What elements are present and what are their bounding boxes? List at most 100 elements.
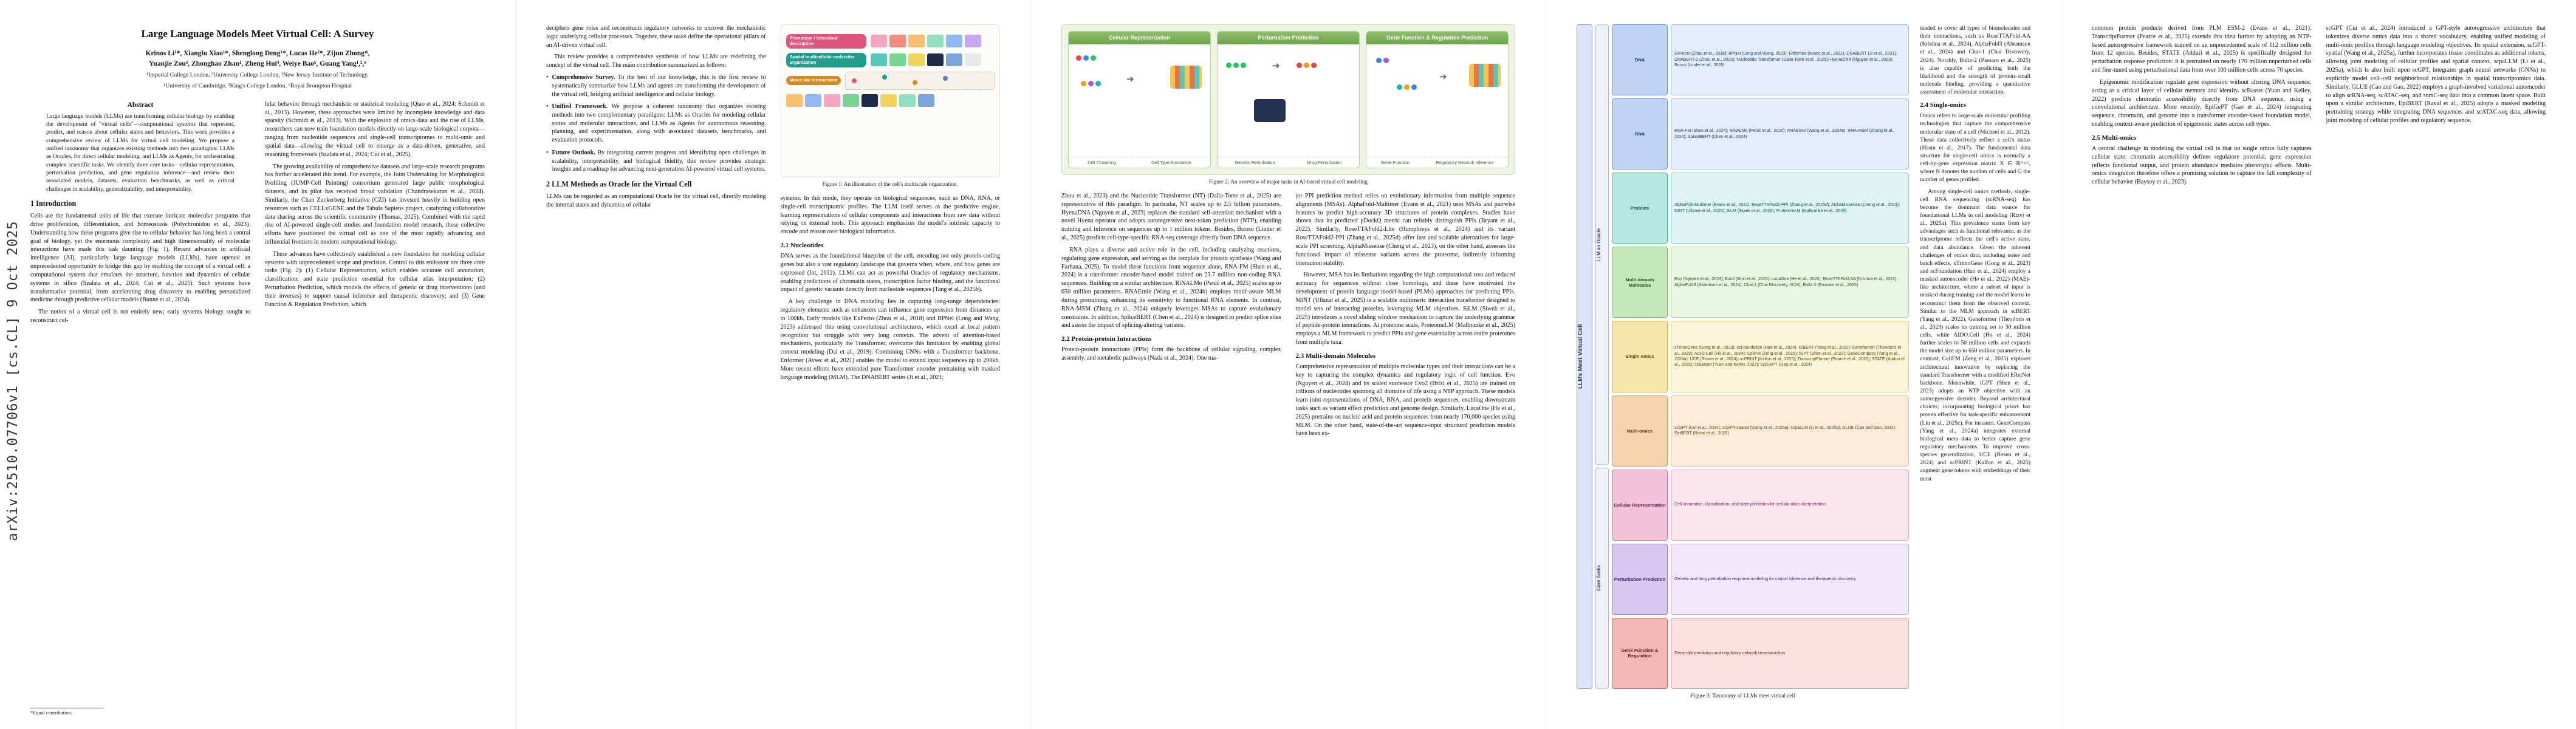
cell-image-tile-icon [899, 94, 916, 107]
figure1-row-extra [786, 94, 995, 107]
network-node-icon [942, 75, 948, 81]
paragraph: A central challenge in modeling the virt… [2092, 145, 2312, 186]
section-heading-multidomain: 2.3 Multi-domain Molecules [1295, 352, 1376, 360]
contribution-bullet-1: • Comprehensive Survey. To the best of o… [546, 74, 766, 98]
gene-node-icon [1376, 57, 1389, 63]
taxonomy-spine: LLM as Oracle Core Tasks [1595, 24, 1609, 690]
taxonomy-leaf-models: AlphaFold-Multimer (Evans et al., 2021);… [1671, 173, 1910, 244]
figure2-panel-regulation: Gene Function & Regulation Prediction ➜ … [1366, 31, 1509, 168]
taxonomy-row-singleomics: Single-omics xTrimoGene (Gong et al., 20… [1612, 321, 1910, 392]
paragraph: Among single-cell omics methods, single-… [1920, 188, 2030, 482]
figure-2-tasks-overview: Cellular Representation ➜ Cell Clusterin… [1061, 24, 1515, 175]
taxonomy-branch-label: Multi-omics [1612, 395, 1668, 467]
taxonomy-row-rna: RNA RNA-FM (Shen et al., 2024); RiNALMo … [1612, 98, 1910, 170]
bullet-lead: Comprehensive Survey. [552, 74, 615, 81]
page4-right-column: tended to cover all types of biomolecule… [1920, 24, 2030, 700]
taxonomy-leaf-models: scGPT (Cui et al., 2024); scGPT-spatial … [1671, 395, 1910, 467]
page-5: common protein products derived from PLM… [2061, 0, 2576, 729]
figure-3-caption: Figure 3: Taxonomy of LLMs meet virtual … [1690, 693, 1795, 699]
author-line-2: Yuanjie Zou³, Zhonghao Zhan¹, Zheng Hui⁴… [149, 60, 366, 67]
paragraph: tended to cover all types of biomolecule… [1920, 25, 2030, 96]
page5-left-column: common protein products derived from PLM… [2092, 24, 2312, 700]
network-node-icon [882, 74, 887, 80]
contribution-bullet-2: • Unified Framework. We propose a cohere… [546, 103, 766, 145]
taxonomy-leaf-models: ExPecto (Zhou et al., 2018); BPNet (Long… [1671, 24, 1910, 96]
paragraph: Protein-protein interactions (PPIs) form… [1061, 346, 1281, 362]
page-1: Large Language Models Meet Virtual Cell:… [0, 0, 515, 729]
cell-image-tile-icon [927, 35, 944, 48]
taxonomy-leaf-models: Cell annotation, classification, and sta… [1671, 469, 1910, 541]
affiliation-line-1: ¹Imperial College London, ²University Co… [146, 72, 369, 79]
molecular-label: Molecular interactome [786, 76, 841, 85]
paragraph: jor PPI prediction method relies on evol… [1295, 192, 1516, 267]
taxonomy-branch-tasks: Core Tasks [1595, 468, 1609, 690]
cell-image-tile-icon [945, 35, 962, 48]
section-heading-multiomics: 2.5 Multi-omics [2092, 134, 2137, 142]
arxiv-watermark: arXiv:2510.07706v1 [cs.CL] 9 Oct 2025 [5, 221, 21, 541]
cell-image-tile-icon [823, 94, 840, 107]
figure2-panel-perturbation: Perturbation Prediction ➜ Genetic Pertur… [1217, 31, 1360, 168]
paragraph: Omics refers to large-scale molecular pr… [1920, 112, 2030, 183]
taxonomy-branch-label: Single-omics [1612, 321, 1668, 392]
paper-title: Large Language Models Meet Virtual Cell:… [141, 28, 374, 39]
cell-cluster-icon [1226, 62, 1246, 68]
abstract-text: Large language models (LLMs) are transfo… [46, 112, 235, 193]
panel-illustration: ➜ [1366, 44, 1508, 157]
cell-cluster-icon [1076, 55, 1096, 61]
footnote-text: *Equal contribution. [30, 710, 72, 716]
taxonomy-row-representation: Cellular Representation Cell annotation,… [1612, 469, 1910, 541]
panel-title: Perturbation Prediction [1218, 32, 1359, 44]
cell-image-tile-icon [908, 35, 925, 48]
tissue-image-tile-icon [908, 53, 925, 67]
taxonomy-leaf-models: Gene role prediction and regulatory netw… [1671, 617, 1910, 689]
task-label: Regulatory Network Inference [1436, 160, 1494, 165]
affiliation-line-2: ⁴University of Cambridge, ⁵King's Colleg… [163, 83, 352, 90]
phenotype-thumbnails [870, 35, 995, 48]
section-heading-nucleotides: 2.1 Nucleotides [780, 242, 824, 250]
bullet-text: We propose a coherent taxonomy that orga… [552, 103, 766, 144]
taxonomy-branch-label: Multi-domain Molecules [1612, 247, 1668, 318]
network-node-icon [912, 80, 917, 85]
cell-image-tile-icon [880, 94, 897, 107]
page2-left-column: deciphers gene roles and reconstructs re… [546, 24, 766, 700]
taxonomy-branch-label: Proteins [1612, 173, 1668, 244]
task-label: Genetic Perturbation [1235, 160, 1275, 165]
extra-thumbnails [786, 94, 995, 107]
taxonomy-branch-label: Cellular Representation [1612, 469, 1668, 541]
taxonomy-branch-oracle: LLM as Oracle [1595, 24, 1609, 465]
cell-image-tile-icon [861, 94, 878, 107]
bullet-icon: • [546, 149, 549, 156]
model-box-icon [1254, 98, 1286, 122]
paragraph: However, MSA has its limitations regardi… [1295, 272, 1516, 346]
paragraph: The growing availability of comprehensiv… [265, 163, 485, 245]
paragraph: This review provides a comprehensive syn… [546, 53, 766, 69]
bullet-lead: Unified Framework. [552, 103, 608, 111]
tissue-image-tile-icon [889, 53, 906, 67]
cell-image-tile-icon [804, 94, 821, 107]
arrow-icon: ➜ [1126, 74, 1134, 84]
contribution-bullet-3: • Future Outlook. By integrating current… [546, 149, 766, 174]
figure-1-caption: Figure 1: An illustration of the cell's … [822, 181, 958, 187]
tissue-image-tile-icon [870, 53, 887, 67]
taxonomy-row-multiomics: Multi-omics scGPT (Cui et al., 2024); sc… [1612, 395, 1910, 467]
figure1-row-molecular: Molecular interactome [786, 71, 995, 90]
taxonomy-row-proteins: Proteins AlphaFold-Multimer (Evans et al… [1612, 173, 1910, 244]
paragraph: common protein products derived from PLM… [2092, 25, 2312, 74]
paragraph: Cells are the fundamental units of life … [30, 213, 250, 304]
taxonomy-leaf-models: Genetic and drug perturbation response m… [1671, 543, 1910, 615]
arrow-icon: ➜ [1272, 61, 1280, 71]
cell-image-tile-icon [889, 35, 906, 48]
bullet-text: By integrating current progress and iden… [552, 149, 766, 173]
tissue-image-tile-icon [964, 53, 981, 67]
page5-right-column: scGPT (Cui et al., 2024) introduced a GP… [2326, 24, 2546, 700]
page3-left-column: Zhou et al., 2023) and the Nucleotide Tr… [1061, 192, 1281, 685]
cell-image-tile-icon [964, 35, 981, 48]
cell-image-tile-icon [786, 94, 803, 107]
task-label: Cell Type Annotation [1151, 160, 1191, 165]
panel-title: Cellular Representation [1069, 32, 1210, 44]
page-4: LLMs Meet Virtual Cell LLM as Oracle Cor… [1546, 0, 2061, 729]
figure1-row-spatial: Spatial multicellular molecular organiza… [786, 52, 995, 67]
paragraph: deciphers gene roles and reconstructs re… [546, 25, 766, 49]
page2-right-column: Phenotype / behaviour description Spatia… [780, 24, 1000, 700]
spatial-label: Spatial multicellular molecular organiza… [786, 52, 866, 67]
